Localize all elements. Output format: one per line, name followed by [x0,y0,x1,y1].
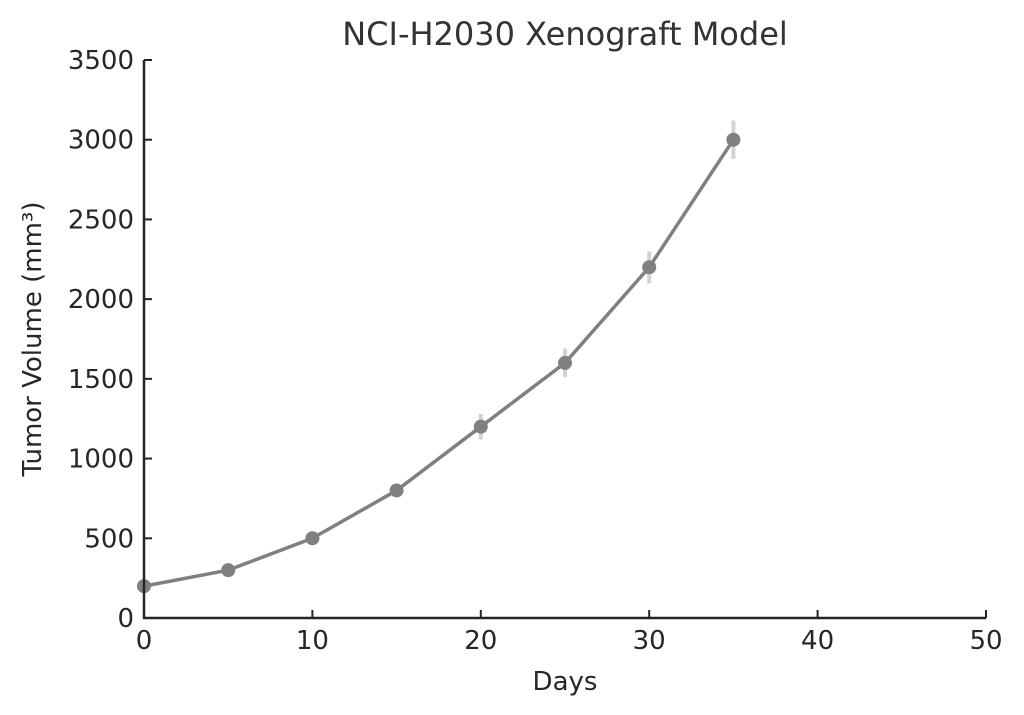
axes [142,60,986,620]
data-point [642,260,657,275]
y-tick-label: 2000 [68,285,134,315]
x-tick-label: 20 [464,626,497,656]
data-point [558,355,572,370]
data-series [137,132,741,594]
series-line [143,138,735,588]
data-point [473,419,488,434]
data-point [726,132,741,147]
error-bars [142,120,736,588]
y-tick-label: 3000 [68,126,134,156]
y-axis-label: Tumor Volume (mm³) [18,202,48,478]
chart-title: NCI-H2030 Xenograft Model [342,15,788,53]
data-point [389,483,404,498]
x-tick-label: 10 [296,626,329,656]
y-tick-label: 1500 [68,365,134,395]
y-tick-label: 500 [84,524,134,554]
y-tick-label: 1000 [68,445,134,475]
y-tick-label: 0 [117,604,134,634]
x-tick-label: 30 [633,626,666,656]
x-axis-label: Days [533,667,598,697]
y-axis-ticks: 0 500 1000 1500 2000 2500 3000 3500 [68,46,152,634]
data-point [221,563,236,578]
y-tick-label: 3500 [68,46,134,76]
x-tick-label: 40 [801,626,834,656]
x-tick-label: 50 [969,626,1002,656]
x-tick-label: 0 [136,626,153,656]
x-axis-ticks: 0 10 20 30 40 50 [136,610,1003,656]
data-point [305,531,320,546]
y-tick-label: 2500 [68,205,134,235]
